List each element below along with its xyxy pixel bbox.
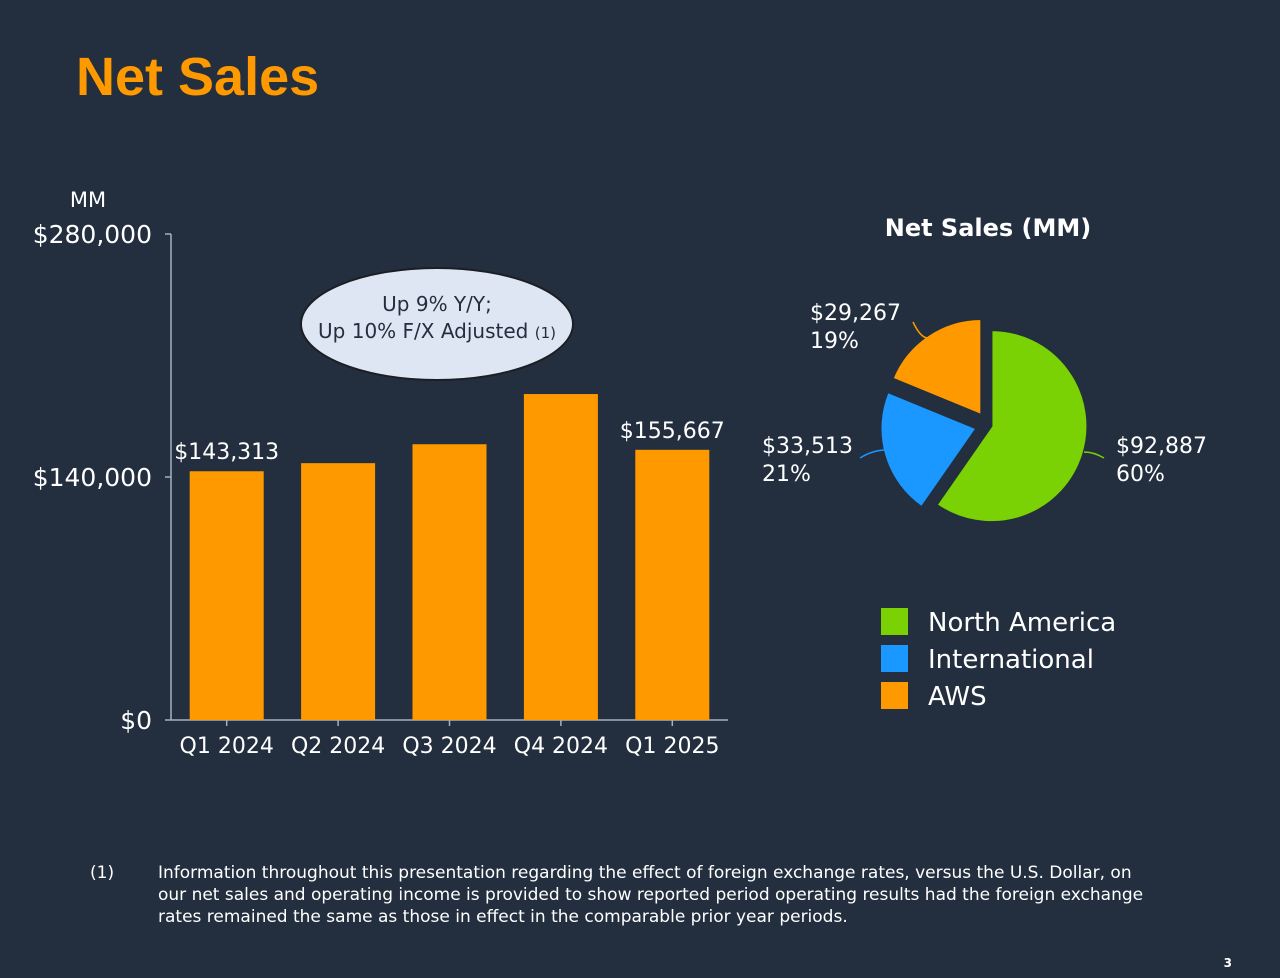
pie-leader-line [1083,451,1105,459]
y-tick-label: $280,000 [33,220,152,249]
page-title: Net Sales [76,47,320,107]
x-tick-label: Q3 2024 [402,734,496,759]
pie-percent-label: 60% [1116,462,1165,487]
pie-percent-label: 19% [810,329,859,354]
bar [301,463,376,720]
bar-data-label: $143,313 [174,440,279,465]
pie-value-label: $33,513 [762,434,853,459]
pie-value-label: $29,267 [810,301,901,326]
bar [412,444,487,720]
y-tick-label: $0 [120,706,152,735]
pie-percent-label: 21% [762,462,811,487]
pie-slice [935,329,1089,524]
bar [189,471,264,720]
legend-label: AWS [928,682,987,712]
x-tick-label: Q2 2024 [291,734,385,759]
x-tick-label: Q1 2024 [180,734,274,759]
annotation-callout [300,267,574,381]
legend-swatch [881,608,908,635]
pie-chart: Net Sales (MM) $92,887 60% $33,513 21% $29,26… [762,214,1207,712]
bar [523,394,598,720]
pie-value-label: $92,887 [1116,434,1207,459]
bar-chart: MM $0 $140,000 $280,000 Q1 2024 $143,313 Q2 20… [33,188,728,759]
pie-slice [891,318,983,417]
y-axis-label: MM [70,188,106,212]
bar [635,449,710,720]
pie-leader-line [912,321,929,339]
legend-swatch [881,682,908,709]
legend-label: International [928,645,1094,675]
bar-data-label: $155,667 [620,419,725,444]
legend-label: North America [928,608,1116,638]
legend-swatch [881,645,908,672]
x-tick-label: Q4 2024 [514,734,608,759]
x-tick-label: Q1 2025 [625,734,719,759]
pie-slice [879,390,979,509]
page-number: 3 [1223,956,1232,970]
footnote-marker: (1) [90,863,115,883]
pie-leader-line [859,449,887,459]
y-tick-label: $140,000 [33,463,152,492]
annotation-line-1: Up 9% Y/Y; [382,292,492,316]
pie-title: Net Sales (MM) [885,214,1092,242]
footnote-text: Information throughout this presentation… [158,863,1144,927]
annotation-line-2: Up 10% F/X Adjusted (1) [318,319,556,343]
